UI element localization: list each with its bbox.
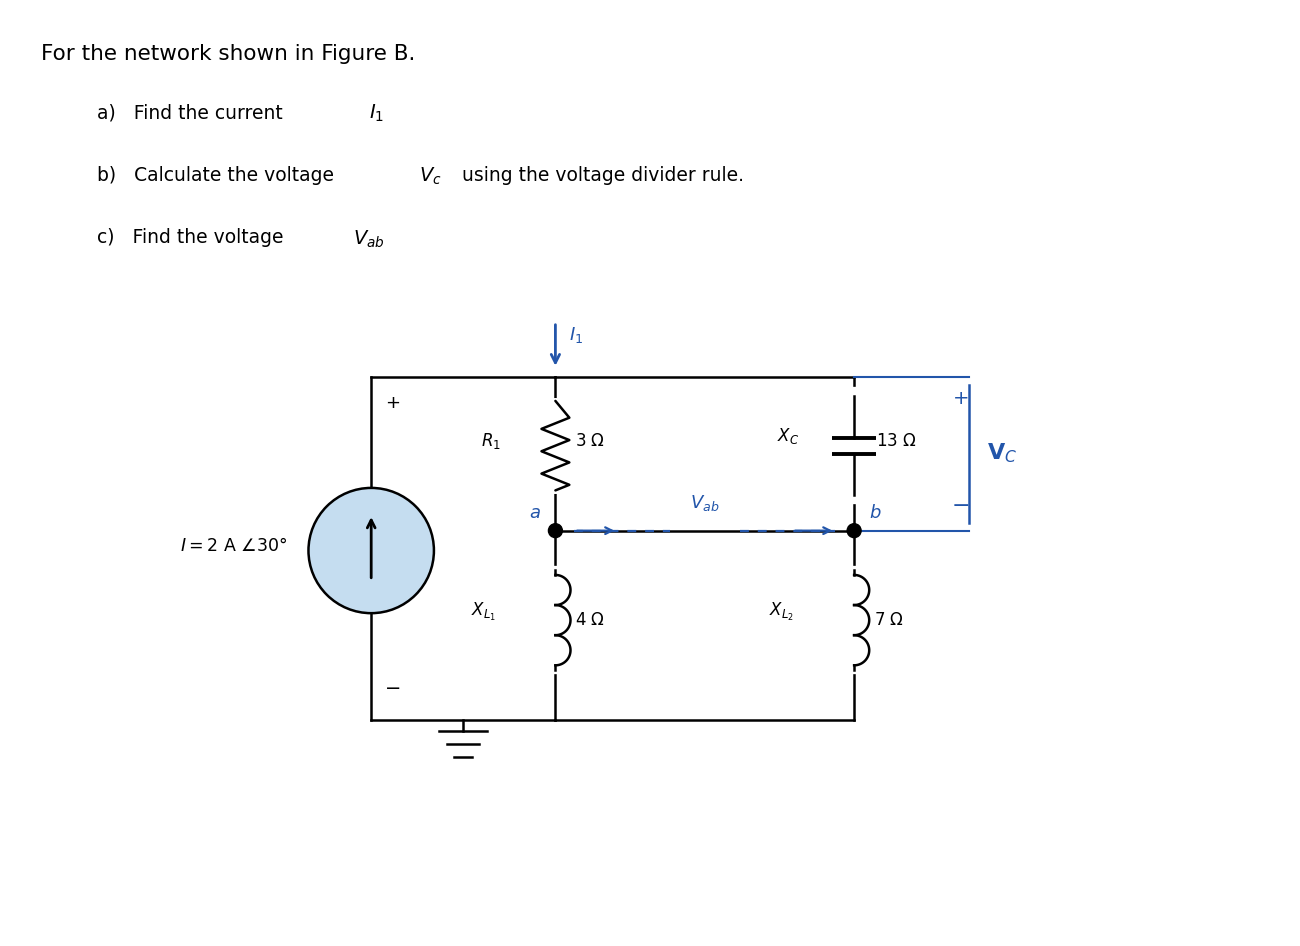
Text: $X_C$: $X_C$ [777, 426, 800, 446]
Circle shape [549, 524, 563, 537]
Text: $I = 2$ A $\angle 30°$: $I = 2$ A $\angle 30°$ [179, 536, 287, 554]
Text: $X_{L_2}$: $X_{L_2}$ [770, 601, 794, 623]
Text: +: + [385, 394, 400, 412]
Text: $\mathit{I}_1$: $\mathit{I}_1$ [569, 324, 584, 345]
Text: −: − [385, 678, 402, 697]
Text: For the network shown in Figure B.: For the network shown in Figure B. [40, 44, 415, 63]
Text: $\mathit{V}_{ab}$: $\mathit{V}_{ab}$ [690, 493, 719, 513]
Text: $\mathbf{V}_C$: $\mathbf{V}_C$ [987, 442, 1017, 465]
Text: 7 $\Omega$: 7 $\Omega$ [874, 611, 903, 629]
Text: $X_{L_1}$: $X_{L_1}$ [471, 601, 495, 623]
Text: b)   Calculate the voltage: b) Calculate the voltage [98, 166, 341, 184]
Text: $\mathit{V}_c$: $\mathit{V}_c$ [419, 166, 442, 187]
Text: $\mathit{I}_1$: $\mathit{I}_1$ [369, 103, 385, 125]
Circle shape [848, 524, 861, 537]
Text: +: + [953, 389, 968, 408]
Text: $R_1$: $R_1$ [481, 430, 500, 450]
Text: 4 $\Omega$: 4 $\Omega$ [576, 611, 606, 629]
Text: −: − [952, 496, 970, 516]
Text: a)   Find the current: a) Find the current [98, 103, 289, 122]
Text: c)   Find the voltage: c) Find the voltage [98, 228, 290, 248]
Text: $\mathit{a}$: $\mathit{a}$ [529, 504, 541, 522]
Text: $\mathit{b}$: $\mathit{b}$ [870, 504, 881, 522]
Text: $\mathit{V}_{ab}$: $\mathit{V}_{ab}$ [354, 228, 385, 250]
Text: using the voltage divider rule.: using the voltage divider rule. [456, 166, 744, 184]
Text: 3 $\Omega$: 3 $\Omega$ [576, 431, 606, 449]
Circle shape [308, 488, 434, 613]
Text: 13 $\Omega$: 13 $\Omega$ [876, 431, 916, 449]
